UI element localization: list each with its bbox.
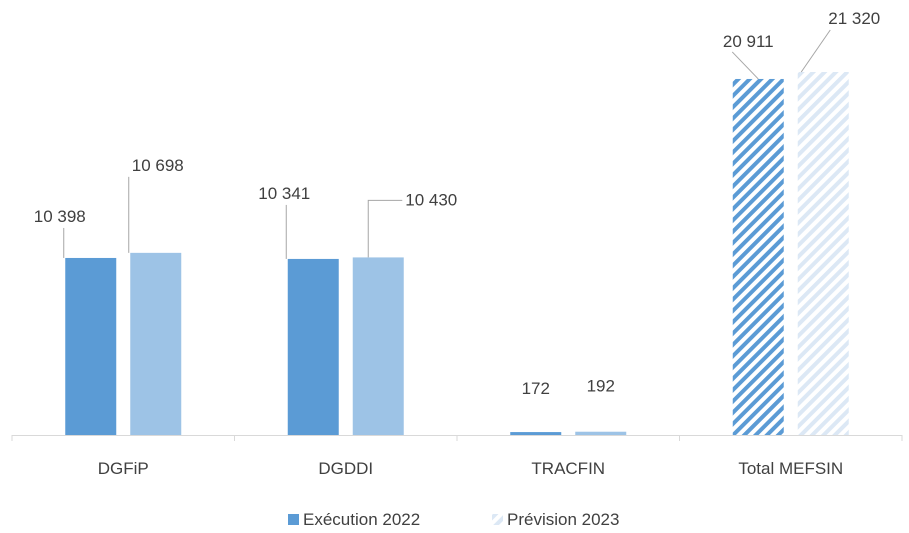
data-label: 192 bbox=[587, 377, 615, 396]
bar bbox=[575, 431, 627, 435]
bar bbox=[352, 257, 404, 435]
data-label: 172 bbox=[522, 379, 550, 398]
data-label: 10 698 bbox=[132, 156, 184, 175]
category-label: Total MEFSIN bbox=[738, 459, 843, 478]
legend-label: Exécution 2022 bbox=[303, 510, 420, 529]
legend-label: Prévision 2023 bbox=[507, 510, 619, 529]
legend-swatch bbox=[492, 514, 503, 525]
bar bbox=[65, 257, 117, 435]
bar bbox=[287, 258, 339, 435]
bar bbox=[130, 252, 182, 435]
data-label: 10 398 bbox=[34, 207, 86, 226]
bar bbox=[510, 432, 562, 435]
bar bbox=[797, 72, 849, 435]
category-label: DGFiP bbox=[98, 459, 149, 478]
label-leader-line bbox=[367, 199, 403, 258]
label-leader-line bbox=[731, 51, 759, 80]
legend-swatch bbox=[288, 514, 299, 525]
legend-item: Prévision 2023 bbox=[492, 510, 619, 529]
data-label: 10 430 bbox=[405, 190, 457, 209]
category-label: DGDDI bbox=[318, 459, 373, 478]
bar bbox=[732, 78, 784, 435]
category-label: TRACFIN bbox=[531, 459, 605, 478]
data-label: 21 320 bbox=[828, 9, 880, 28]
data-label: 20 911 bbox=[723, 32, 774, 51]
legend: Exécution 2022 Prévision 2023 bbox=[288, 510, 619, 529]
label-leader-line bbox=[800, 29, 831, 73]
data-label: 10 341 bbox=[258, 184, 310, 203]
legend-item: Exécution 2022 bbox=[288, 510, 420, 529]
